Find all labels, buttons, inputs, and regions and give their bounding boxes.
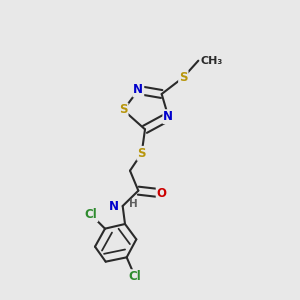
Text: N: N xyxy=(109,200,119,212)
Text: S: S xyxy=(179,71,188,84)
Text: Cl: Cl xyxy=(85,208,98,221)
Text: H: H xyxy=(129,199,137,209)
Text: Cl: Cl xyxy=(129,270,141,283)
Text: S: S xyxy=(119,103,128,116)
Text: N: N xyxy=(163,110,173,123)
Text: O: O xyxy=(157,187,167,200)
Text: N: N xyxy=(133,83,143,97)
Text: CH₃: CH₃ xyxy=(200,56,222,66)
Text: S: S xyxy=(137,147,146,160)
